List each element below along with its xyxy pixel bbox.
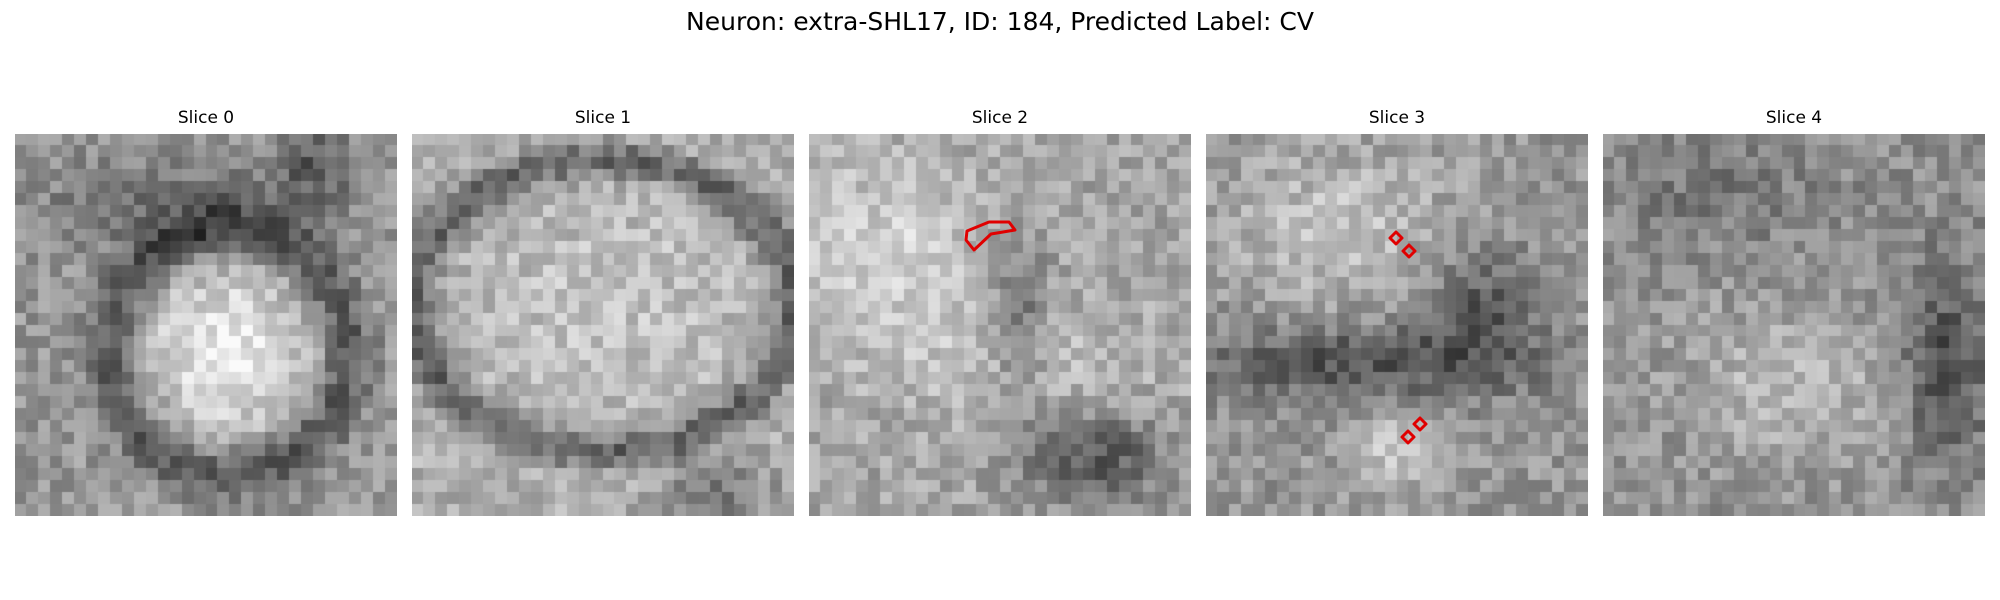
slice-panel-3: Slice 3 — [1206, 108, 1588, 516]
slice-title: Slice 1 — [574, 108, 632, 128]
slice-panel-4: Slice 4 — [1603, 108, 1985, 516]
slice-panel-0: Slice 0 — [15, 108, 397, 516]
contour-overlay — [412, 134, 794, 516]
contour-outline — [1412, 416, 1428, 432]
slice-title: Slice 3 — [1368, 108, 1426, 128]
contour-overlay — [964, 220, 1017, 252]
slice-panel-2: Slice 2 — [809, 108, 1191, 516]
slice-image — [15, 134, 397, 516]
slice-image — [809, 134, 1191, 516]
contour-outline — [1388, 230, 1404, 246]
contour-outline — [964, 220, 1017, 252]
slice-image — [412, 134, 794, 516]
slice-panel-1: Slice 1 — [412, 108, 794, 516]
figure-title: Neuron: extra-SHL17, ID: 184, Predicted … — [686, 7, 1314, 36]
contour-outline — [1401, 243, 1417, 259]
contour-overlay — [1603, 134, 1985, 516]
contour-outline — [1400, 429, 1416, 445]
contour-overlay — [1388, 230, 1428, 445]
contour-overlay — [15, 134, 397, 516]
slice-title: Slice 0 — [177, 108, 235, 128]
slice-image — [1603, 134, 1985, 516]
slice-image — [1206, 134, 1588, 516]
slice-title: Slice 4 — [1765, 108, 1823, 128]
slice-title: Slice 2 — [971, 108, 1029, 128]
